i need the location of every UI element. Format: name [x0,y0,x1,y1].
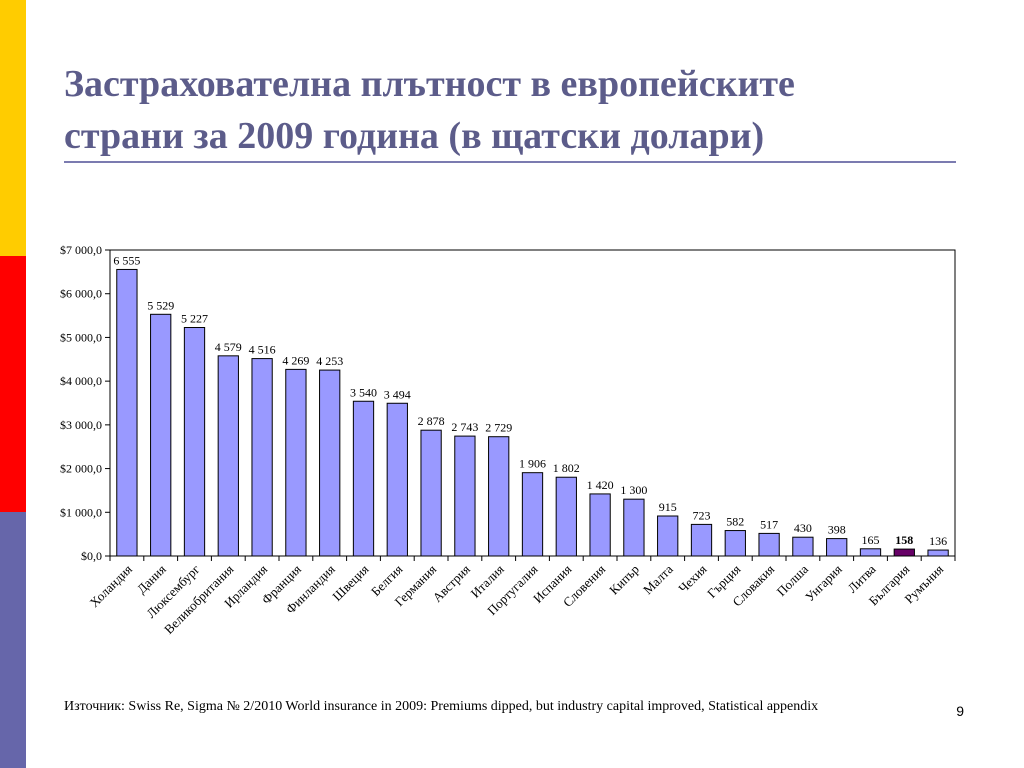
page-number: 9 [956,703,964,719]
bar [724,530,746,557]
bar [251,358,273,557]
x-tick-label: Холандия [86,562,135,611]
data-label: 6 555 [113,253,140,267]
source-note: Източник: Swiss Re, Sigma № 2/2010 World… [64,699,819,714]
y-tick-label: $7 000,0 [60,243,102,257]
data-label: 2 878 [418,414,445,428]
x-tick-label: Унгария [802,562,845,605]
data-label: 5 227 [181,312,208,326]
bar [454,435,476,557]
bar [792,536,814,557]
data-label: 1 906 [519,457,546,471]
bar [183,327,206,557]
data-label: 517 [760,517,778,531]
y-tick-label: $3 000,0 [60,418,102,432]
x-tick-label: Малта [640,561,676,597]
bar [657,515,679,557]
x-tick-label: Швеция [329,562,371,604]
title-line-2: страни за 2009 година (в щатски долари) [64,115,765,157]
bar [758,532,780,557]
data-label: 430 [794,521,812,535]
data-label: 2 729 [485,421,512,435]
bar [623,498,645,557]
data-label: 5 529 [147,298,174,312]
data-label: 4 269 [282,353,309,367]
bar-chart: $0,0 $1 000,0 $2 000,0 $3 000,0 $4 000,0 $5 0… [60,243,956,637]
bar [285,368,307,557]
bar [589,493,611,557]
data-label: 915 [659,500,677,514]
bar [420,429,442,557]
y-tick-label: $5 000,0 [60,330,102,344]
data-label: 3 540 [350,385,377,399]
bar [893,548,915,557]
title-underline [64,161,956,163]
data-label: 136 [929,534,947,548]
bar [386,402,408,557]
data-label: 4 579 [215,340,242,354]
data-label: 582 [726,515,744,529]
decor-stripe-red [0,256,26,512]
bar [116,268,138,557]
bar [488,436,510,557]
x-tick-label: Австрия [430,562,473,605]
y-tick-label: $0,0 [81,549,102,563]
data-label: 165 [862,533,880,547]
data-label: 398 [828,523,846,537]
bar [690,523,713,557]
y-tick-label: $4 000,0 [60,374,102,388]
y-tick-label: $1 000,0 [60,505,102,519]
data-label: 4 516 [249,343,276,357]
y-tick-label: $6 000,0 [60,287,102,301]
bar [352,400,375,557]
bar [555,476,577,557]
bar [826,538,848,557]
bar [859,548,882,557]
data-label: 1 802 [553,461,580,475]
data-label: 158 [895,533,913,547]
data-label: 4 253 [316,354,343,368]
bar [150,313,172,557]
data-label: 2 743 [451,420,478,434]
slide-title: Застрахователна плътност в европейските … [64,58,964,162]
x-tick-label: Кипър [606,562,642,598]
bar [217,355,239,557]
data-label: 1 300 [620,483,647,497]
decor-stripe-blue [0,512,26,768]
data-label: 1 420 [587,478,614,492]
bar [927,549,949,557]
bar [319,369,341,557]
decor-stripe-yellow [0,0,26,256]
y-tick-label: $2 000,0 [60,462,102,476]
bar [521,472,544,557]
data-label: 723 [693,508,711,522]
data-label: 3 494 [384,387,411,401]
title-line-1: Застрахователна плътност в европейските [64,63,795,105]
